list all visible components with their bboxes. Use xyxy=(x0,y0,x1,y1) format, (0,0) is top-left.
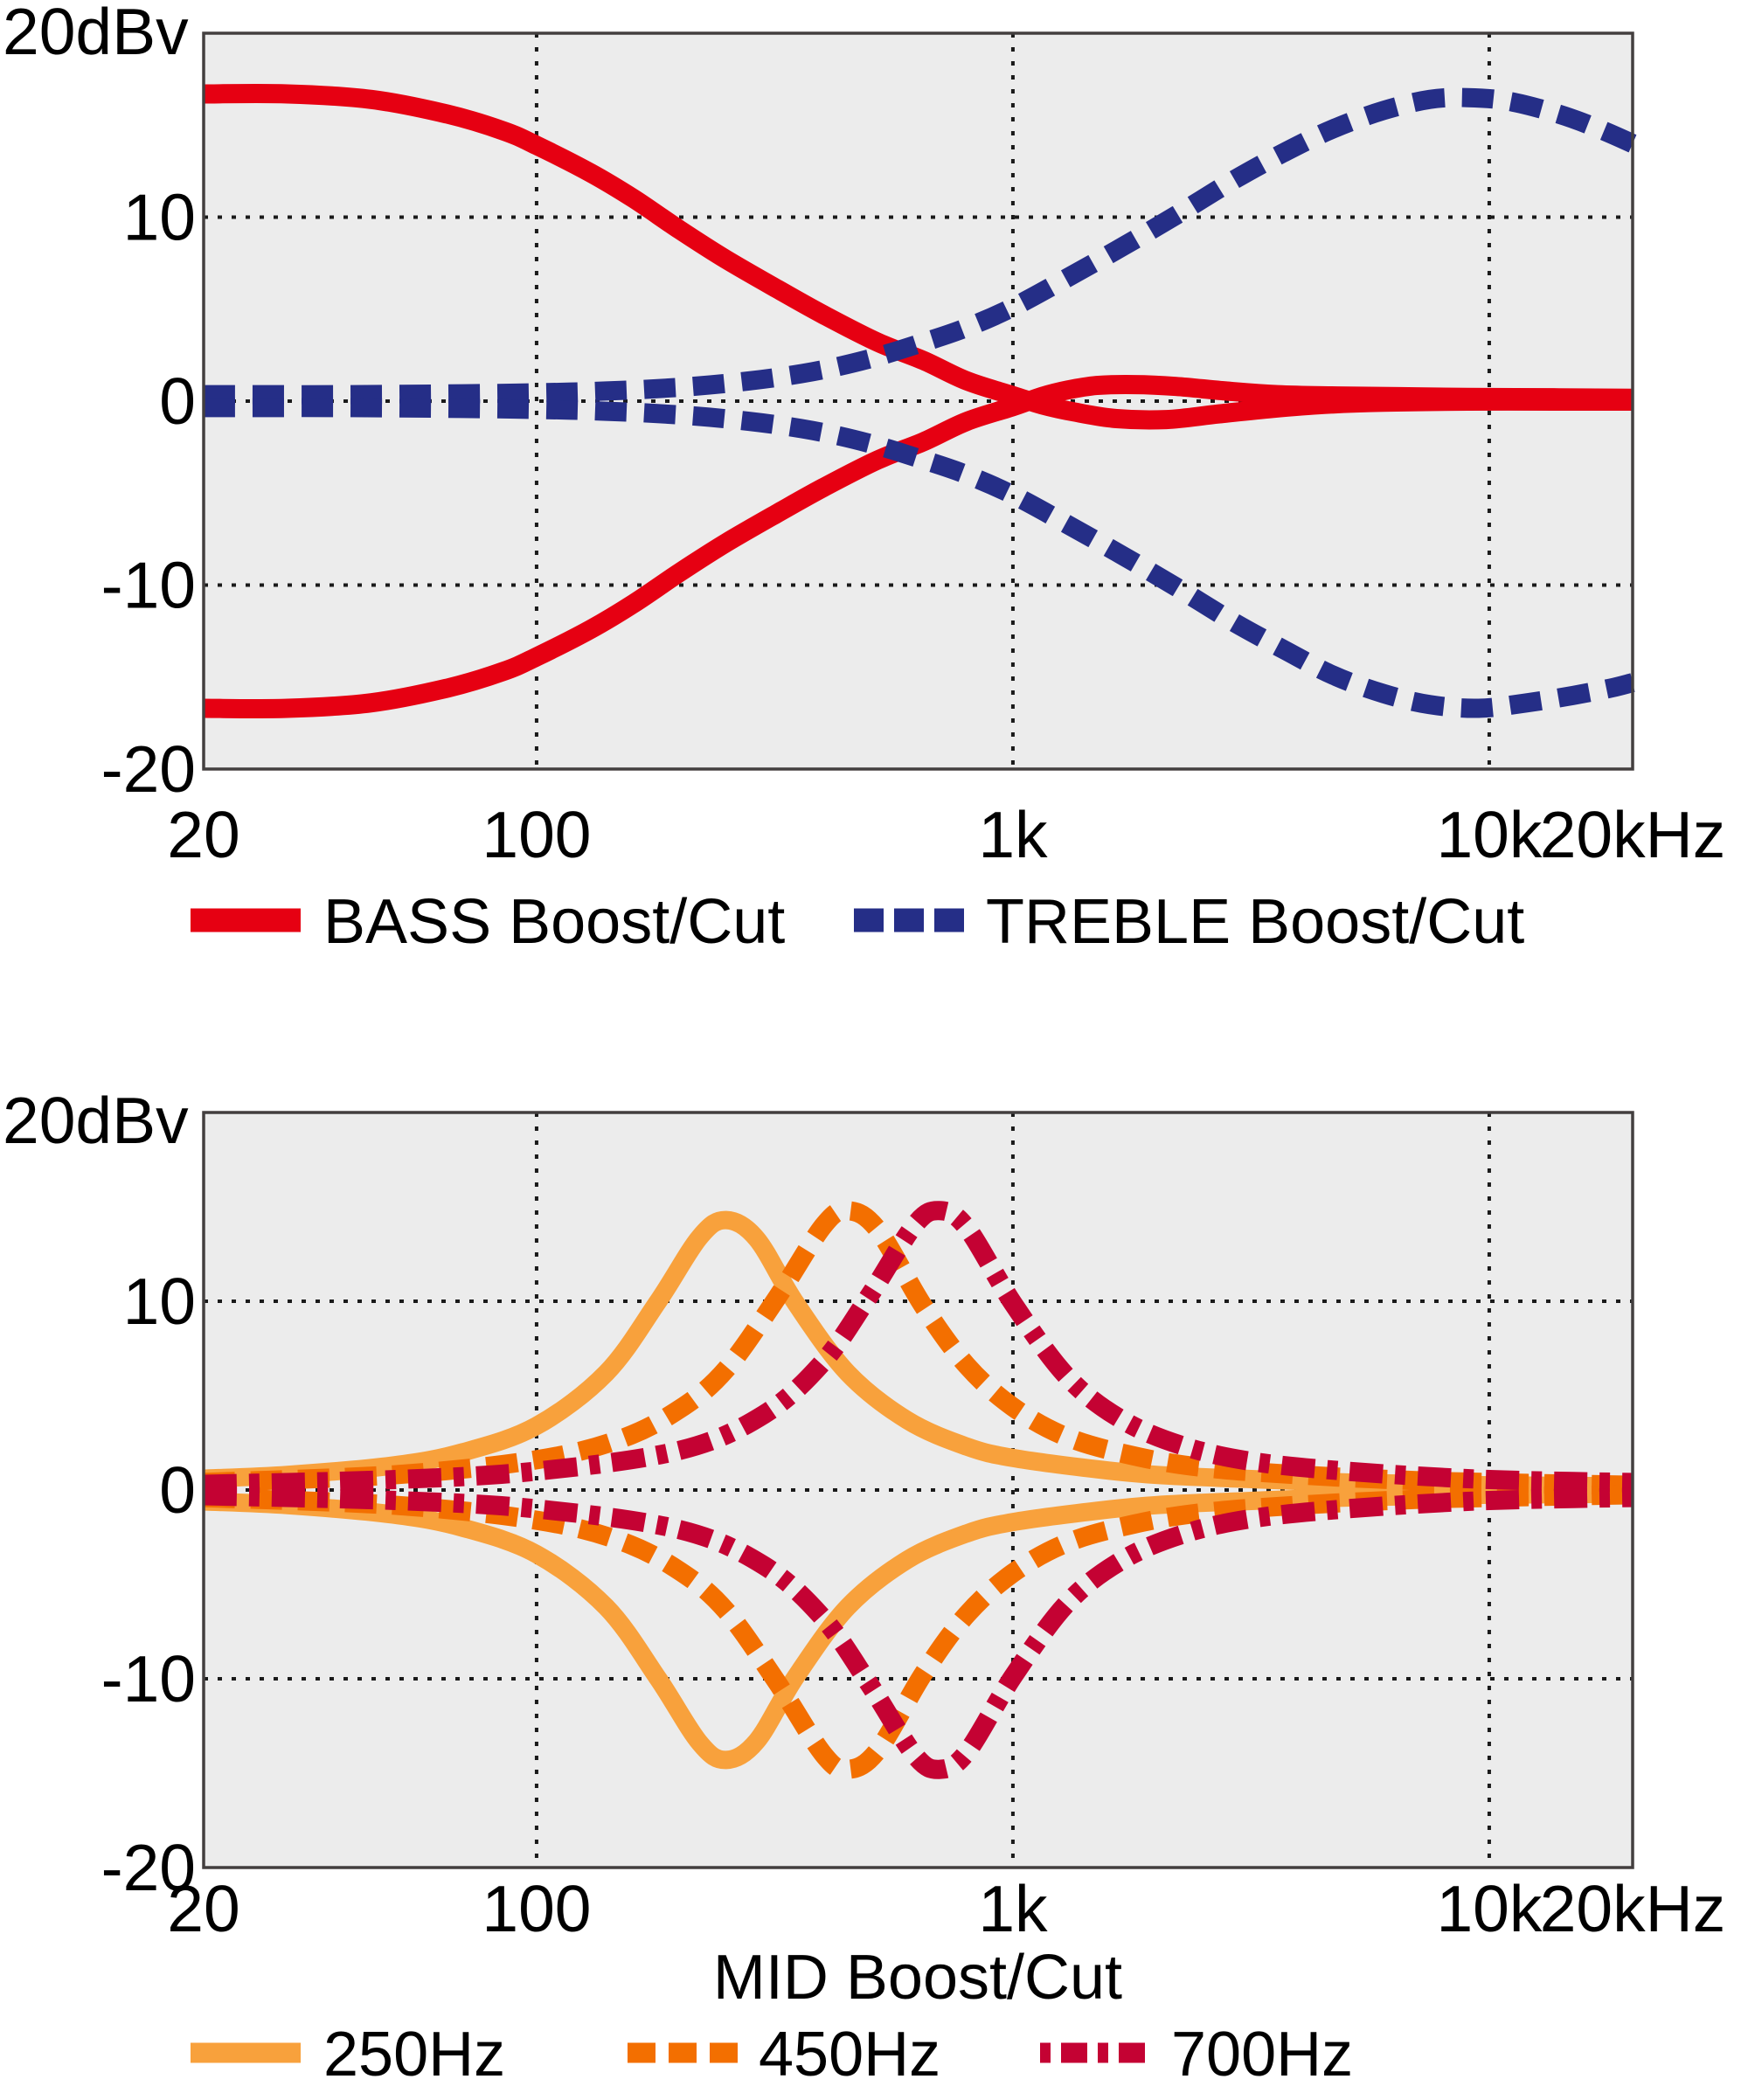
legend-item-treble: TREBLE Boost/Cut xyxy=(854,887,1524,957)
treble-legend-label: TREBLE Boost/Cut xyxy=(986,887,1524,957)
x-tick-label: 1k xyxy=(978,1872,1048,1945)
y-axis-unit-label-bottom: 20dBv xyxy=(3,1084,189,1157)
legend-item-bass: BASS Boost/Cut xyxy=(191,887,785,957)
freq-700hz-legend-label: 700Hz xyxy=(1171,2020,1353,2090)
curve-250hz-cut xyxy=(203,1484,1634,1770)
curve-treble-boost-cut-boost xyxy=(203,87,1637,405)
plot-border xyxy=(202,31,1634,771)
x-tick-label: 20 xyxy=(167,1872,239,1945)
x-tick-label: 100 xyxy=(482,1872,591,1945)
y-tick-label: 0 xyxy=(159,364,196,438)
y-tick-label: 0 xyxy=(159,1453,196,1527)
x-tick-label: 20kHz xyxy=(1540,1872,1726,1945)
bass-treble-legend: BASS Boost/Cut TREBLE Boost/Cut xyxy=(191,887,1524,957)
x-tick-label: 10k xyxy=(1436,798,1542,871)
x-tick-label: 100 xyxy=(482,798,591,871)
y-axis-unit-label-top: 20dBv xyxy=(3,0,189,68)
curve-700hz-boost xyxy=(203,1201,1634,1494)
y-tick-label: 10 xyxy=(123,181,196,254)
x-tick-label: 1k xyxy=(978,798,1048,871)
freq-250hz-legend-label: 250Hz xyxy=(323,2020,505,2090)
mid-legend: 250Hz 450Hz 700Hz xyxy=(191,2020,1353,2090)
y-tick-label: -10 xyxy=(101,549,196,622)
curve-700hz-cut xyxy=(203,1486,1634,1779)
x-tick-label: 20kHz xyxy=(1540,798,1726,871)
legend-item-700hz: 700Hz xyxy=(1040,2020,1353,2090)
x-tick-label: 20 xyxy=(167,798,239,871)
y-tick-label: -20 xyxy=(101,1831,196,1904)
legend-item-250hz: 250Hz xyxy=(191,2020,505,2090)
y-tick-label: 10 xyxy=(123,1265,196,1338)
legend-item-450hz: 450Hz xyxy=(628,2020,940,2090)
mid-chart-title: MID Boost/Cut xyxy=(713,1943,1122,2013)
curve-250hz-boost xyxy=(203,1210,1634,1496)
y-tick-label: -10 xyxy=(101,1642,196,1715)
bass-legend-label: BASS Boost/Cut xyxy=(323,887,785,957)
y-tick-label: -20 xyxy=(101,732,196,806)
x-tick-label: 10k xyxy=(1436,1872,1542,1945)
freq-450hz-legend-label: 450Hz xyxy=(759,2020,940,2090)
curve-bass-boost-cut-cut xyxy=(203,375,1634,718)
curve-treble-boost-cut-cut xyxy=(203,398,1635,718)
plot-border xyxy=(202,1111,1634,1869)
